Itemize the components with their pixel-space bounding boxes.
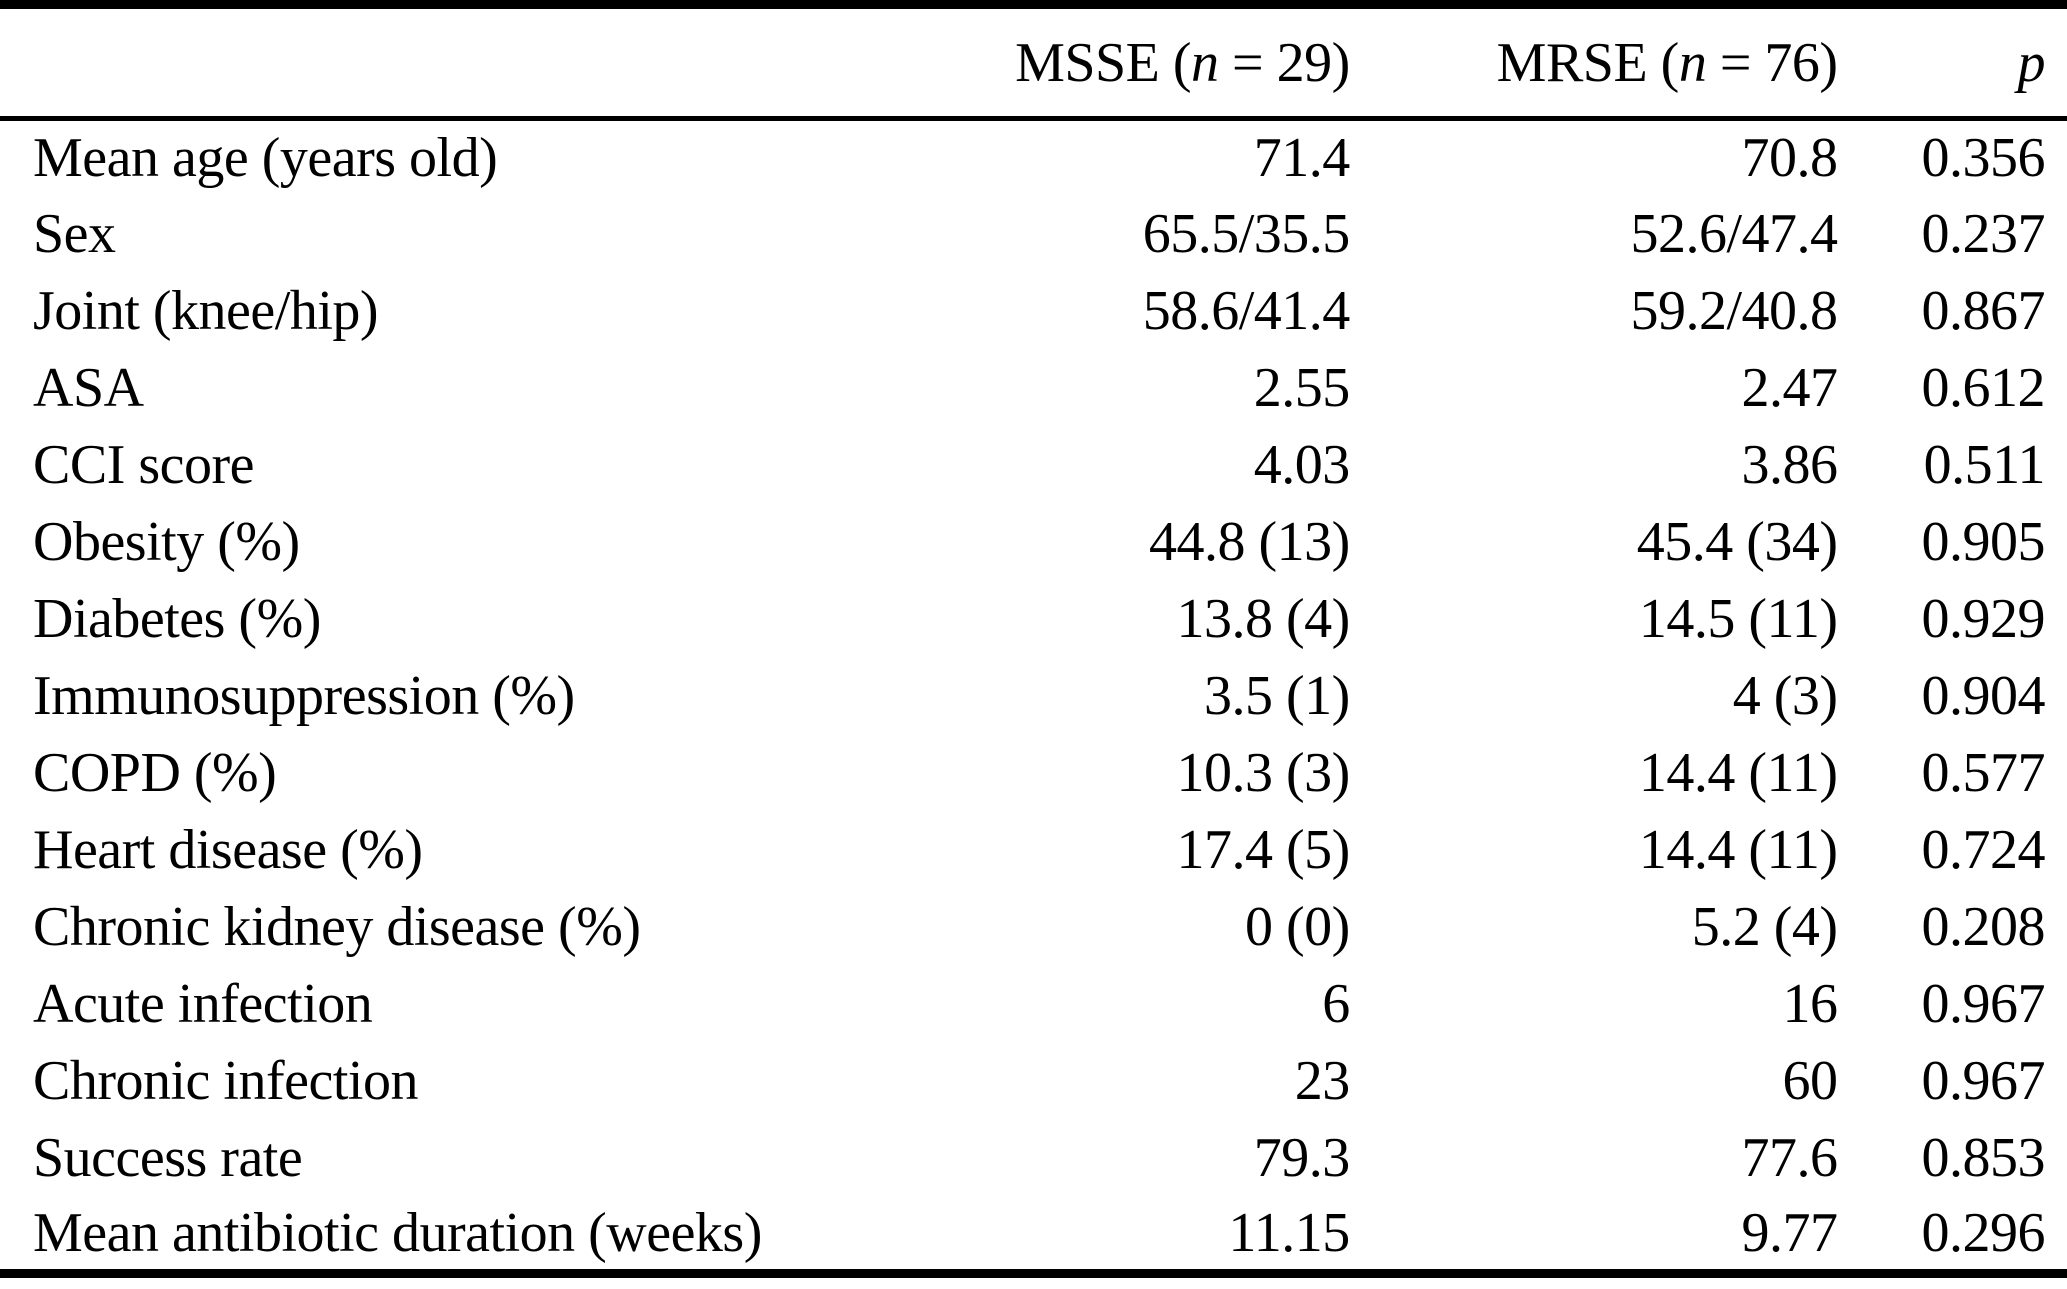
msse-value: 17.4 (5) <box>1176 819 1350 881</box>
table-row: Chronic kidney disease (%) 0 (0) 5.2 (4)… <box>0 889 2067 966</box>
msse-value: 2.55 <box>1253 357 1350 419</box>
table-row: COPD (%) 10.3 (3) 14.4 (11) 0.577 <box>0 735 2067 812</box>
row-label: COPD (%) <box>33 742 277 804</box>
mrse-value: 77.6 <box>1741 1127 1838 1189</box>
mrse-value: 52.6/47.4 <box>1630 203 1838 265</box>
p-value: 0.967 <box>1921 1050 2046 1112</box>
p-value: 0.612 <box>1921 357 2046 419</box>
msse-header-text: MSSE ( <box>1015 31 1192 94</box>
table-row: Acute infection 6 16 0.967 <box>0 966 2067 1043</box>
mrse-value: 14.4 (11) <box>1638 742 1838 804</box>
table-row: Success rate 79.3 77.6 0.853 <box>0 1120 2067 1197</box>
row-label: Chronic infection <box>33 1050 418 1112</box>
mrse-header-count: = 76) <box>1706 31 1838 94</box>
p-value: 0.208 <box>1921 896 2046 958</box>
mrse-value: 16 <box>1782 973 1838 1035</box>
msse-value: 44.8 (13) <box>1148 511 1350 573</box>
p-value: 0.724 <box>1921 819 2046 881</box>
msse-value: 11.15 <box>1228 1201 1350 1264</box>
row-label: CCI score <box>33 434 255 496</box>
table-row: Joint (knee/hip) 58.6/41.4 59.2/40.8 0.8… <box>0 273 2067 350</box>
p-value: 0.867 <box>1921 280 2046 342</box>
msse-value: 13.8 (4) <box>1176 588 1350 650</box>
p-value: 0.905 <box>1921 511 2046 573</box>
mrse-value: 60 <box>1782 1050 1838 1112</box>
msse-header-count: = 29) <box>1218 31 1350 94</box>
table-row: Chronic infection 23 60 0.967 <box>0 1043 2067 1120</box>
table-row: Heart disease (%) 17.4 (5) 14.4 (11) 0.7… <box>0 812 2067 889</box>
row-label: Chronic kidney disease (%) <box>33 896 641 958</box>
col-header-p: p <box>1837 4 2067 121</box>
msse-value: 10.3 (3) <box>1176 742 1350 804</box>
msse-value: 6 <box>1322 973 1350 1035</box>
msse-value: 65.5/35.5 <box>1142 203 1351 265</box>
row-label: Obesity (%) <box>33 511 300 573</box>
p-value: 0.853 <box>1921 1127 2046 1189</box>
mrse-value: 59.2/40.8 <box>1630 280 1838 342</box>
p-value: 0.967 <box>1921 973 2046 1035</box>
mrse-value: 5.2 (4) <box>1691 896 1838 958</box>
msse-value: 71.4 <box>1253 127 1350 190</box>
msse-value: 23 <box>1294 1050 1350 1112</box>
mrse-value: 9.77 <box>1741 1201 1838 1264</box>
p-value: 0.511 <box>1923 434 2046 496</box>
row-label: Joint (knee/hip) <box>33 280 379 342</box>
row-label: ASA <box>33 357 144 419</box>
row-label: Sex <box>33 203 116 265</box>
msse-value: 0 (0) <box>1244 896 1350 958</box>
p-value: 0.929 <box>1921 588 2046 650</box>
table-row: Obesity (%) 44.8 (13) 45.4 (34) 0.905 <box>0 504 2067 581</box>
table-row: Mean age (years old) 71.4 70.8 0.356 <box>0 119 2067 196</box>
mrse-value: 45.4 (34) <box>1636 511 1838 573</box>
table-row: Immunosuppression (%) 3.5 (1) 4 (3) 0.90… <box>0 658 2067 735</box>
msse-value: 4.03 <box>1253 434 1350 496</box>
row-label: Heart disease (%) <box>33 819 423 881</box>
p-value: 0.577 <box>1921 742 2046 804</box>
mrse-value: 3.86 <box>1741 434 1838 496</box>
table-header-row: MSSE (n = 29) MRSE (n = 76) p <box>0 4 2067 121</box>
table-row: ASA 2.55 2.47 0.612 <box>0 350 2067 427</box>
col-header-msse: MSSE (n = 29) <box>950 4 1350 121</box>
table-row: CCI score 4.03 3.86 0.511 <box>0 427 2067 504</box>
mrse-value: 14.5 (11) <box>1638 588 1838 650</box>
mrse-n-variable: n <box>1678 31 1707 94</box>
msse-n-variable: n <box>1191 31 1219 94</box>
table-row: Sex 65.5/35.5 52.6/47.4 0.237 <box>0 196 2067 273</box>
row-label: Success rate <box>33 1127 303 1189</box>
mrse-value: 2.47 <box>1741 357 1838 419</box>
col-header-empty <box>0 4 951 121</box>
table-row: Diabetes (%) 13.8 (4) 14.5 (11) 0.929 <box>0 581 2067 658</box>
mrse-value: 4 (3) <box>1732 665 1838 727</box>
table-body: Mean age (years old) 71.4 70.8 0.356 Sex… <box>0 119 2067 1274</box>
p-value: 0.237 <box>1921 203 2046 265</box>
mrse-value: 14.4 (11) <box>1638 819 1838 881</box>
table-row: Mean antibiotic duration (weeks) 11.15 9… <box>0 1197 2067 1274</box>
row-label: Diabetes (%) <box>33 588 321 650</box>
row-label: Mean age (years old) <box>33 127 498 190</box>
col-header-mrse: MRSE (n = 76) <box>1349 4 1838 121</box>
p-value: 0.356 <box>1921 127 2046 190</box>
msse-value: 58.6/41.4 <box>1142 280 1351 342</box>
row-label: Immunosuppression (%) <box>33 665 575 727</box>
row-label: Mean antibiotic duration (weeks) <box>33 1201 762 1264</box>
p-variable: p <box>2017 31 2046 94</box>
p-value: 0.904 <box>1921 665 2046 727</box>
row-label: Acute infection <box>33 973 373 1035</box>
mrse-header-text: MRSE ( <box>1496 31 1680 94</box>
mrse-value: 70.8 <box>1741 127 1838 190</box>
msse-value: 79.3 <box>1253 1127 1350 1189</box>
msse-value: 3.5 (1) <box>1203 665 1350 727</box>
p-value: 0.296 <box>1921 1201 2046 1264</box>
